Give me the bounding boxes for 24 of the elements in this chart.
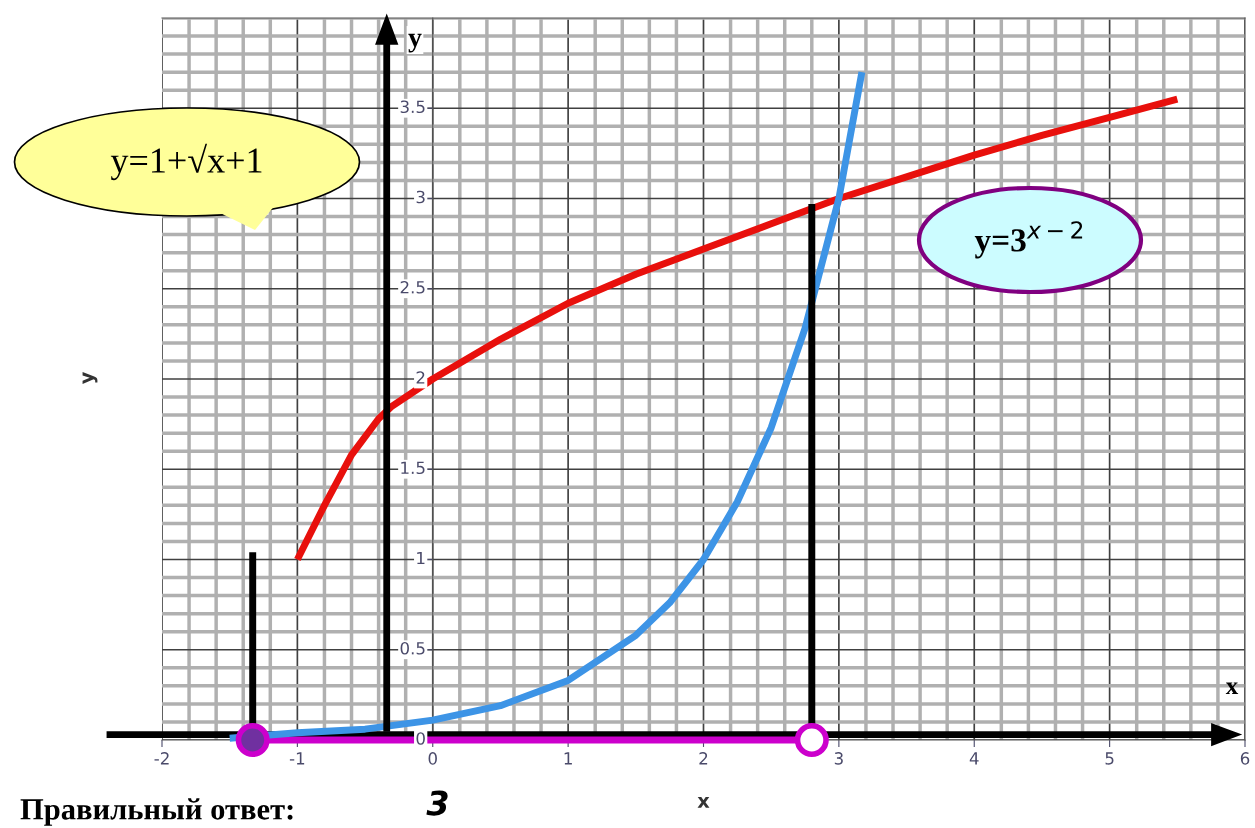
- y-tick-label: 3.5: [400, 100, 425, 114]
- x-tick-label: 5: [1105, 752, 1114, 765]
- x-tick-label: 4: [969, 752, 979, 765]
- y-tick-label: 0: [416, 732, 425, 745]
- annotation: y=1+√x+1: [110, 143, 262, 181]
- annotation: y: [408, 33, 422, 53]
- x-tick-label: 3: [834, 752, 843, 765]
- x-axis-title: x: [697, 797, 710, 808]
- y-tick-label: 2.5: [400, 280, 425, 294]
- x-tick-label: 0: [428, 752, 437, 765]
- annotation: y=3$^{x−2}$: [974, 221, 1083, 259]
- x-tick-label: 1: [564, 752, 572, 765]
- y-axis-title: y: [82, 372, 98, 385]
- x-tick-label: 2: [699, 752, 708, 765]
- x-tick-label: -1: [289, 752, 305, 765]
- text: Правильный ответ:: [20, 798, 293, 826]
- y-tick-label: 1: [417, 551, 425, 565]
- annotation: x: [1225, 682, 1239, 695]
- y-tick-label: 3: [416, 190, 425, 204]
- y-tick-label: 2: [416, 371, 425, 384]
- y-tick-label: 1.5: [401, 461, 425, 475]
- y-tick-label: 0.5: [400, 641, 425, 655]
- x-tick-label: -2: [154, 752, 169, 765]
- x-tick-label: 6: [1240, 752, 1250, 765]
